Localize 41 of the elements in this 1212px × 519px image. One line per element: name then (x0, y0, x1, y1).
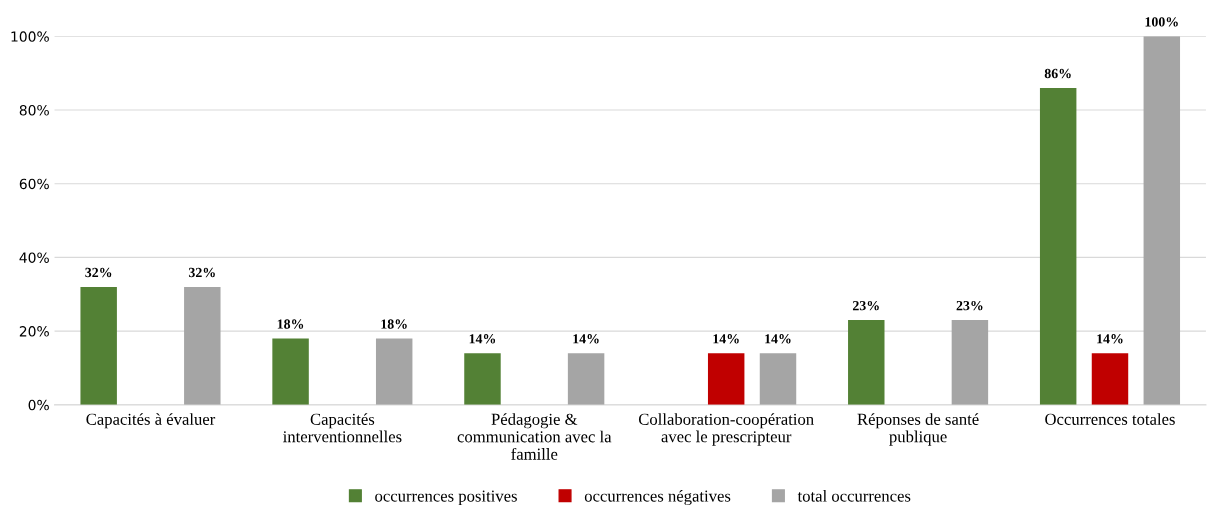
x-tick-label: Réponses de santé publique (857, 413, 979, 446)
data-label: 100% (1145, 17, 1178, 27)
bar (567, 353, 605, 405)
bar (272, 338, 309, 405)
data-label: 14% (1097, 334, 1123, 344)
bar (80, 286, 117, 405)
x-tick-label: Occurrences totales (1045, 413, 1175, 425)
legend-label: occurrences positives (375, 490, 517, 506)
bar (184, 286, 221, 405)
data-label: 23% (956, 300, 983, 311)
bar (951, 320, 989, 405)
x-tick-label: Capacités à évaluer (86, 413, 216, 429)
bar (1039, 87, 1077, 405)
data-label: 32% (188, 267, 215, 278)
data-label: 18% (381, 319, 407, 329)
x-tick-label: Collaboration-coopération avec le prescripteur (638, 413, 814, 446)
data-label: 23% (852, 300, 879, 311)
y-tick-label: 20% (19, 326, 49, 337)
bar (848, 320, 885, 405)
legend-label: occurrences négatives (584, 489, 731, 506)
bar (1143, 36, 1181, 405)
bar (375, 338, 413, 405)
data-label: 14% (765, 334, 791, 344)
y-tick-label: 40% (19, 252, 49, 263)
y-tick-label: 100% (11, 31, 49, 42)
bar (1091, 353, 1129, 405)
data-label: 18% (277, 319, 304, 329)
y-tick-label: 0% (28, 399, 49, 411)
data-label: 86% (1044, 68, 1071, 79)
y-tick-label: 80% (19, 105, 49, 116)
x-tick-label: Pédagogie & communication avec la famille (457, 413, 612, 460)
data-label: 14% (573, 334, 599, 344)
data-label: 14% (713, 334, 739, 344)
bar (464, 353, 501, 405)
bar (707, 353, 745, 405)
data-label: 32% (85, 267, 112, 278)
legend-label: total occurrences (797, 489, 911, 502)
bar (759, 353, 797, 405)
data-label: 14% (469, 334, 496, 344)
x-tick-label: Capacités interventionnelles (283, 413, 402, 443)
y-tick-label: 60% (19, 178, 49, 190)
